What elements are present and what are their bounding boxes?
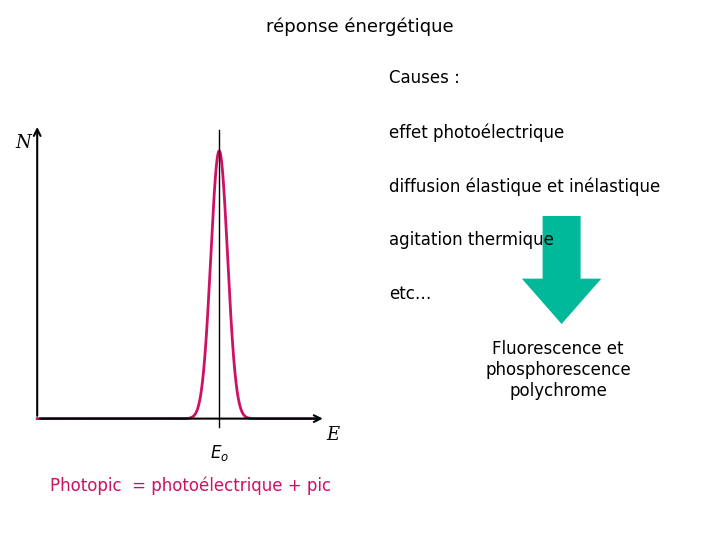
Text: ⧏: ⧏ xyxy=(530,499,549,517)
Text: $E_o$: $E_o$ xyxy=(210,443,229,463)
Text: N: N xyxy=(15,134,31,152)
Text: Photopic  = photoélectrique + pic: Photopic = photoélectrique + pic xyxy=(50,477,331,495)
Text: E: E xyxy=(326,426,339,444)
Text: ◄: ◄ xyxy=(492,499,506,517)
Text: ⧐: ⧐ xyxy=(571,499,590,517)
Text: effet photoélectrique: effet photoélectrique xyxy=(389,123,564,141)
Text: agitation thermique: agitation thermique xyxy=(389,231,554,249)
Text: diffusion élastique et inélastique: diffusion élastique et inélastique xyxy=(389,177,660,195)
Text: etc…: etc… xyxy=(389,285,431,303)
Text: Fluorescence et
phosphorescence
polychrome: Fluorescence et phosphorescence polychro… xyxy=(485,340,631,400)
Text: Causes :: Causes : xyxy=(389,69,459,87)
Polygon shape xyxy=(522,216,601,324)
Text: réponse énergétique: réponse énergétique xyxy=(266,18,454,36)
Text: ►: ► xyxy=(613,499,628,517)
